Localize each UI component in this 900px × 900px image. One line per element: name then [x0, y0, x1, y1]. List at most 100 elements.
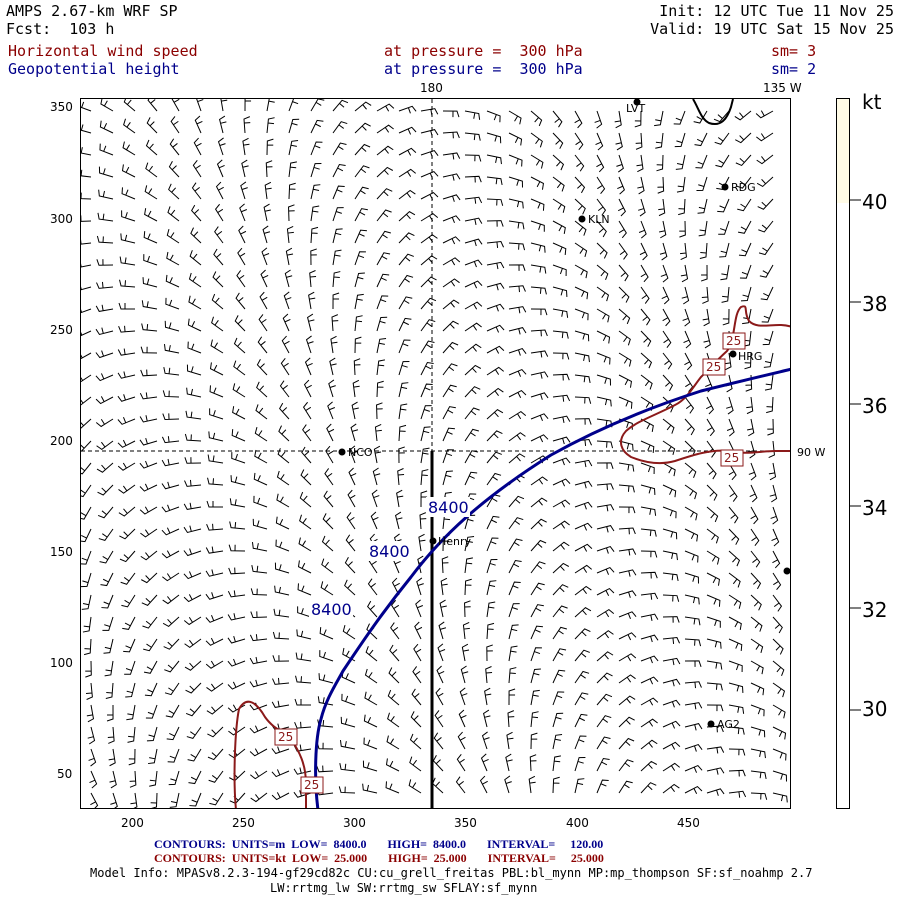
wind-barb [142, 277, 158, 288]
wind-barb [442, 278, 460, 288]
wind-barb [254, 427, 268, 442]
wind-barb [362, 783, 378, 794]
wind-barb [420, 276, 437, 288]
wind-barb [662, 594, 680, 602]
wind-barb [122, 141, 136, 156]
wind-barb [706, 746, 725, 754]
wind-barb [256, 358, 268, 376]
wind-barb [141, 323, 158, 332]
wind-barb [508, 368, 527, 377]
wind-barb [117, 439, 136, 448]
wind-barb [354, 143, 371, 156]
wind-barb [486, 324, 505, 333]
wind-barb [464, 600, 471, 618]
wind-barb [367, 600, 378, 618]
wind-barb [185, 682, 202, 694]
wind-barb [398, 339, 411, 354]
wind-barb [552, 541, 570, 552]
wind-barb [638, 220, 647, 239]
wind-barb [617, 198, 626, 217]
wind-barb [310, 248, 317, 266]
wind-barb [464, 450, 479, 464]
wind-barb [574, 110, 583, 129]
wind-barb [99, 550, 114, 564]
wind-barb [508, 538, 523, 552]
wind-barb [88, 748, 97, 767]
wind-barb [552, 415, 571, 423]
wind-barb [398, 360, 410, 376]
wind-barb [442, 341, 459, 354]
wind-barb [676, 176, 686, 193]
wind-barb [508, 495, 525, 508]
wind-barb [761, 308, 774, 323]
wind-barb [640, 718, 658, 728]
wind-barb [229, 792, 246, 804]
wind-barb [143, 231, 158, 244]
wind-barb [285, 247, 294, 266]
speed-contour-label: 25 [304, 778, 319, 792]
wind-barb [530, 497, 548, 508]
wind-barb [574, 522, 593, 531]
wind-barb [674, 132, 686, 148]
wind-barb [139, 483, 158, 492]
wind-barb [165, 274, 180, 288]
wind-barb [662, 678, 681, 687]
wind-barb [139, 506, 158, 515]
wind-barb [596, 630, 614, 640]
wind-barb [227, 635, 246, 644]
wind-barb [296, 629, 312, 640]
wind-barb [186, 387, 202, 398]
wind-barb [680, 242, 687, 260]
wind-barb [398, 211, 416, 222]
wind-barb [433, 732, 444, 750]
wind-barb [640, 352, 653, 369]
wind-barb [145, 139, 158, 156]
wind-barb [122, 616, 136, 630]
wind-barb [750, 792, 768, 800]
wind-barb [618, 674, 636, 684]
wind-barb [187, 748, 202, 762]
wind-barb [227, 681, 246, 690]
wind-barb [640, 308, 651, 326]
wind-barb [322, 513, 334, 530]
wind-barb [750, 770, 767, 780]
wind-barb [530, 689, 540, 706]
wind-barb [161, 550, 180, 559]
wind-barb [596, 504, 615, 512]
wind-barb [701, 286, 709, 304]
wind-barb [464, 280, 483, 289]
wind-barb [110, 792, 118, 808]
wind-barb [705, 396, 714, 415]
wind-barb [596, 220, 607, 238]
wind-barb [574, 264, 588, 279]
wind-barb [304, 357, 313, 376]
wind-barb [332, 207, 344, 222]
wind-barb [695, 154, 708, 169]
wind-barb [530, 711, 539, 728]
wind-barb [297, 583, 312, 596]
wind-barb [280, 358, 290, 376]
wind-barb [462, 621, 470, 640]
wind-barb [398, 274, 414, 288]
wind-barb [86, 704, 95, 723]
wind-barb [772, 594, 783, 612]
wind-barb [700, 264, 708, 282]
wind-barb [420, 426, 431, 442]
wind-barb [205, 592, 224, 600]
wind-barb [332, 142, 347, 156]
wind-barb [552, 436, 571, 445]
wind-barb [264, 181, 272, 200]
wind-barb [276, 470, 290, 486]
field2-level: at pressure = 300 hPa [384, 60, 583, 78]
wind-barb [720, 264, 730, 281]
wind-barb [95, 304, 114, 312]
wind-barb [440, 577, 448, 596]
wind-barb [508, 327, 527, 335]
wind-barb [508, 110, 522, 125]
wind-barb [659, 220, 667, 239]
wind-barb [95, 396, 114, 405]
wind-barb [324, 468, 334, 486]
wind-barb [85, 682, 93, 700]
wind-barb [640, 506, 657, 516]
wind-barb [684, 352, 693, 371]
